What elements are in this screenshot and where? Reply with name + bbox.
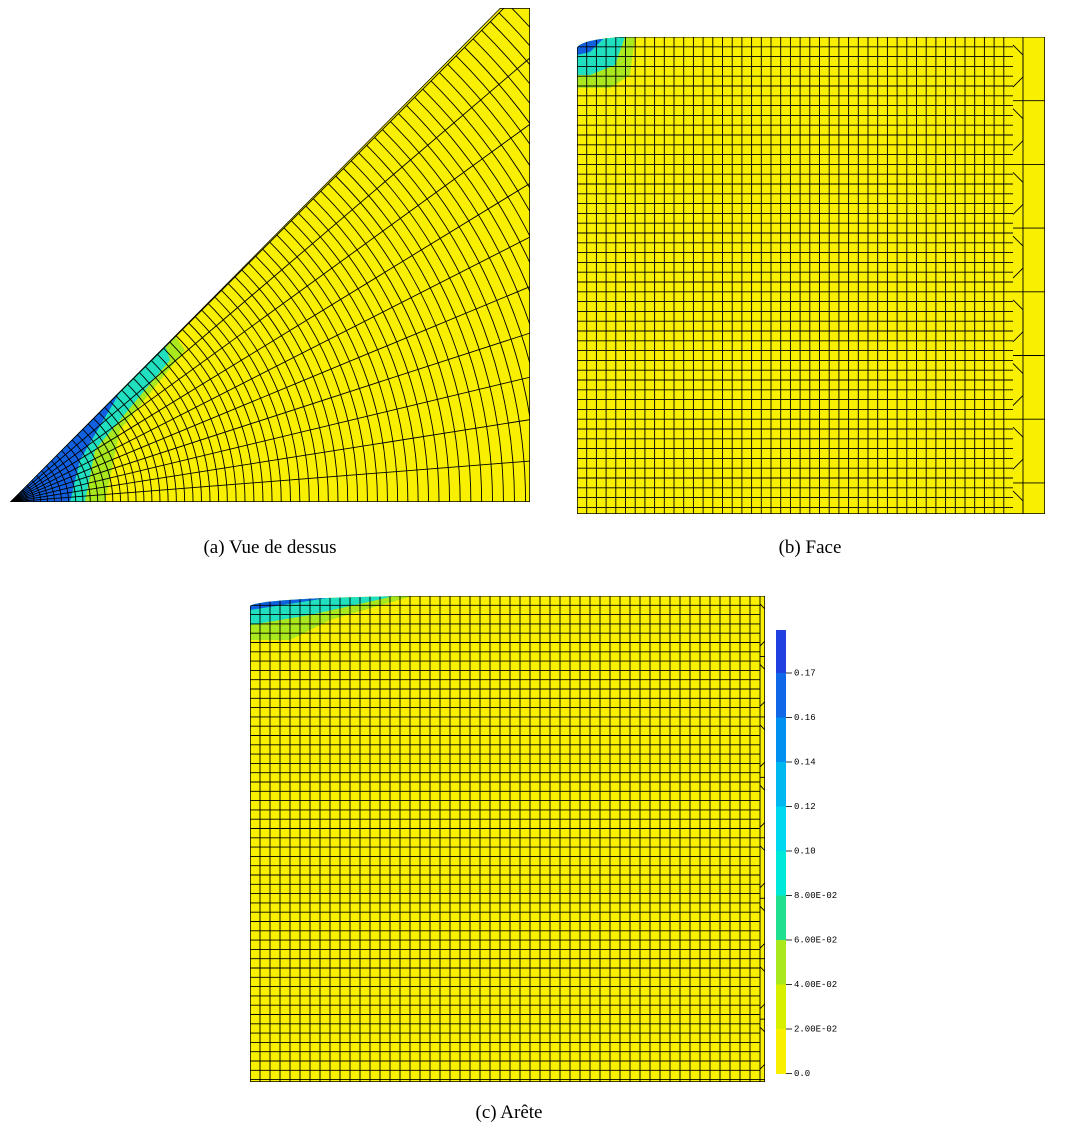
caption: (b) Face — [779, 537, 842, 558]
color-step — [776, 673, 786, 718]
outline — [10, 8, 530, 502]
mesh-line — [472, 38, 530, 502]
color-step — [776, 630, 786, 674]
mesh-line — [10, 195, 530, 502]
color-step — [776, 806, 786, 852]
colorbar-label: 6.00E-02 — [794, 935, 837, 945]
mesh-line — [10, 8, 530, 502]
caption: (a) Vue de dessus — [203, 537, 336, 558]
mesh-line — [10, 254, 530, 502]
color-step — [776, 851, 786, 896]
colorbar-label: 0.17 — [794, 668, 816, 678]
color-step — [776, 895, 786, 941]
colorbar-label: 8.00E-02 — [794, 891, 837, 901]
colorbar-label: 0.0 — [794, 1069, 810, 1079]
mesh-line — [10, 83, 530, 502]
mesh-line — [464, 47, 530, 502]
color-step — [776, 940, 786, 985]
colorbar-label: 2.00E-02 — [794, 1024, 837, 1034]
mesh-line — [10, 438, 530, 502]
colorbar-label: 0.16 — [794, 713, 816, 723]
mesh-line — [414, 97, 530, 502]
mesh-line — [455, 55, 530, 502]
mesh-line — [10, 31, 530, 502]
caption-text: Vue de dessus — [229, 537, 337, 558]
color-step — [776, 1029, 786, 1074]
caption: (c) Arête — [476, 1102, 543, 1123]
caption-label: (c) — [476, 1102, 497, 1123]
mesh-line — [422, 88, 530, 502]
colorbar-label: 0.14 — [794, 757, 816, 767]
colorbar-label: 0.10 — [794, 846, 816, 856]
mesh-line — [10, 138, 530, 502]
color-step — [776, 717, 786, 763]
face — [250, 596, 765, 1082]
colorbar-label: 4.00E-02 — [794, 980, 837, 990]
mesh-face — [577, 37, 1045, 514]
caption-text: Arête — [500, 1102, 542, 1123]
colorbar-label: 0.12 — [794, 802, 816, 812]
color-step — [776, 984, 786, 1030]
mesh-line — [10, 376, 530, 502]
mesh-line — [447, 63, 530, 502]
mesh-line — [10, 314, 530, 502]
mesh-line — [430, 80, 530, 502]
caption-text: Face — [806, 537, 842, 558]
mesh-line — [439, 72, 530, 502]
mesh-line — [760, 1088, 770, 1129]
caption-label: (a) — [203, 537, 224, 558]
colorbar: 0.17 0.16 0.14 0.12 0.10 8.00E-02 6.00E-02 4.00… — [776, 630, 837, 1079]
color-step — [776, 762, 786, 807]
mesh-edge — [250, 596, 770, 1129]
caption-label: (b) — [779, 537, 801, 558]
